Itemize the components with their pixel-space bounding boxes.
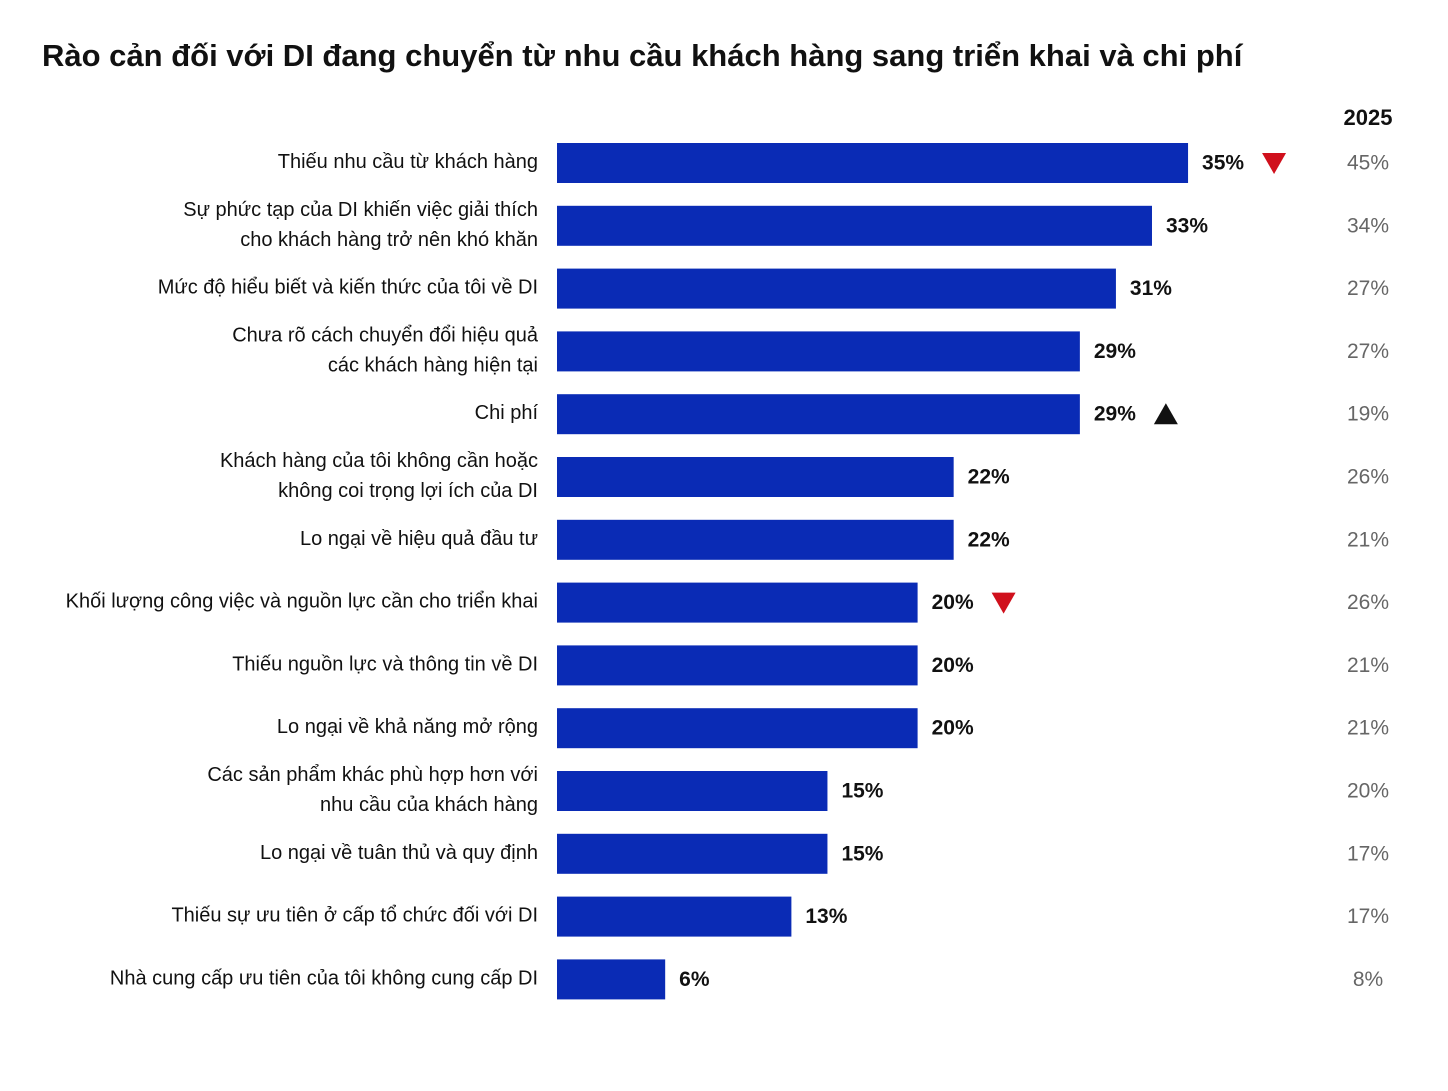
category-label: Lo ngại về tuân thủ và quy định [260, 842, 538, 864]
comparison-value: 17% [1347, 842, 1389, 865]
category-label: Lo ngại về hiệu quả đầu tư [300, 528, 538, 550]
comparison-value: 21% [1347, 654, 1389, 677]
value-label: 15% [841, 842, 883, 865]
bar [557, 394, 1080, 435]
comparison-value: 26% [1347, 466, 1389, 489]
comparison-value: 27% [1347, 340, 1389, 363]
value-label: 29% [1094, 340, 1136, 363]
comparison-value: 20% [1347, 780, 1389, 803]
category-label: Lo ngại về khả năng mở rộng [277, 716, 538, 738]
comparison-value: 21% [1347, 528, 1389, 551]
bar [557, 268, 1116, 309]
value-label: 29% [1094, 403, 1136, 426]
comparison-header: 2025 [1344, 105, 1393, 130]
value-label: 20% [932, 591, 974, 614]
value-label: 22% [968, 528, 1010, 551]
value-label: 35% [1202, 152, 1244, 175]
change-marker [1153, 403, 1178, 425]
category-label: Thiếu sự ưu tiên ở cấp tổ chức đối với D… [171, 905, 538, 927]
bar [557, 896, 792, 937]
category-label: Thiếu nguồn lực và thông tin về DI [232, 654, 538, 676]
bar [557, 959, 666, 1000]
bar [557, 708, 918, 749]
category-label: Thiếu nhu cầu từ khách hàng [278, 151, 538, 173]
comparison-value: 21% [1347, 717, 1389, 740]
value-label: 20% [932, 717, 974, 740]
comparison-value: 17% [1347, 905, 1389, 928]
category-label: Chưa rõ cách chuyển đổi hiệu quả các khác… [232, 325, 539, 377]
bar [557, 457, 954, 497]
bar [557, 205, 1152, 246]
bar [557, 519, 954, 560]
comparison-value: 19% [1347, 403, 1389, 426]
value-label: 6% [679, 968, 710, 991]
category-label: Nhà cung cấp ưu tiên của tôi không cung … [110, 968, 538, 990]
comparison-value: 26% [1347, 591, 1389, 614]
category-label: Sự phức tạp của DI khiến việc giải thích… [183, 199, 538, 251]
value-label: 13% [805, 905, 847, 928]
bar [557, 645, 918, 686]
change-marker [1262, 153, 1287, 174]
bar [557, 771, 828, 811]
value-label: 15% [841, 780, 883, 803]
category-label: Chi phí [475, 402, 539, 424]
comparison-value: 34% [1347, 214, 1389, 237]
category-label: Khối lượng công việc và nguồn lực cần ch… [66, 591, 538, 613]
bar [557, 331, 1080, 372]
category-label: Các sản phẩm khác phù hợp hơn với nhu cầu… [207, 764, 538, 816]
category-label: Mức độ hiểu biết và kiến thức của tôi về… [158, 277, 538, 299]
value-label: 33% [1166, 214, 1208, 237]
value-label: 31% [1130, 277, 1172, 300]
comparison-value: 45% [1347, 152, 1389, 175]
bar [557, 833, 828, 874]
comparison-value: 8% [1353, 968, 1383, 991]
comparison-value: 27% [1347, 277, 1389, 300]
change-marker [991, 592, 1016, 614]
value-label: 20% [932, 654, 974, 677]
value-label: 22% [968, 466, 1010, 489]
bar [557, 143, 1189, 183]
bar [557, 582, 918, 623]
chart-title: Rào cản đối với DI đang chuyển từ nhu cầ… [42, 38, 1244, 73]
category-label: Khách hàng của tôi không cần hoặc không c… [220, 450, 538, 502]
